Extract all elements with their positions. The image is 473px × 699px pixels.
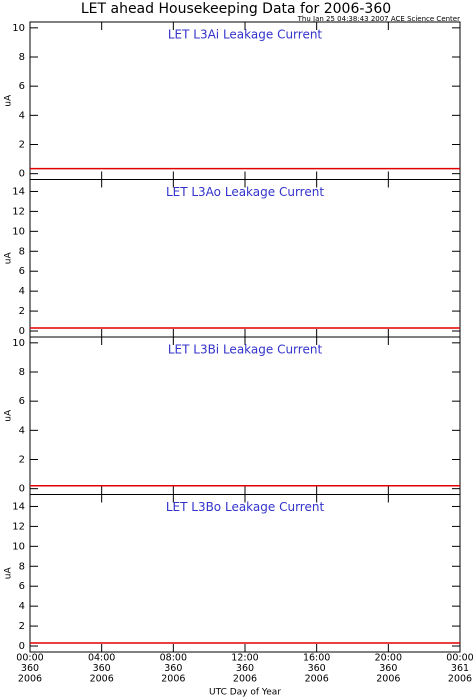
plot-frame — [29, 494, 461, 653]
x-tick-label: 360 — [93, 663, 111, 674]
y-tick-label: 8 — [19, 52, 25, 63]
panel-title: LET L3Ao Leakage Current — [166, 185, 324, 199]
y-tick-label: 8 — [19, 561, 25, 572]
y-tick-label: 0 — [19, 169, 25, 180]
y-tick-label: 14 — [12, 501, 25, 512]
plot-frame — [29, 336, 461, 495]
x-tick-label: 360 — [379, 663, 397, 674]
y-tick-label: 10 — [12, 226, 25, 237]
x-tick-label: 20:00 — [375, 653, 402, 664]
timestamp: Thu Jan 25 04:38:43 2007 ACE Science Cen… — [297, 15, 460, 23]
y-tick-label: 6 — [19, 266, 25, 277]
y-tick-label: 8 — [19, 246, 25, 257]
x-tick-label: 360 — [164, 663, 182, 674]
y-tick-label: 12 — [12, 521, 25, 532]
x-tick-label: 2006 — [18, 674, 42, 685]
y-axis-label: uA — [4, 409, 14, 422]
x-tick-label: 360 — [21, 663, 39, 674]
y-tick-label: 12 — [12, 206, 25, 217]
y-tick-label: 10 — [12, 541, 25, 552]
x-tick-label: 00:00 — [446, 653, 473, 664]
x-tick-label: 2006 — [90, 674, 114, 685]
x-tick-label: 16:00 — [303, 653, 330, 664]
y-tick-label: 2 — [19, 621, 25, 632]
y-tick-label: 0 — [19, 326, 25, 337]
x-tick-label: 360 — [236, 663, 254, 674]
y-tick-label: 4 — [19, 110, 25, 121]
x-tick-label: 2006 — [448, 674, 472, 685]
y-tick-label: 6 — [19, 81, 25, 92]
y-tick-label: 4 — [19, 425, 25, 436]
y-axis-label: uA — [4, 251, 14, 264]
y-tick-label: 10 — [12, 338, 25, 349]
panel-title: LET L3Bi Leakage Current — [168, 343, 323, 357]
panel-title: LET L3Bo Leakage Current — [166, 500, 325, 514]
y-tick-label: 2 — [19, 306, 25, 317]
plot-frame — [29, 179, 461, 338]
y-tick-label: 14 — [12, 186, 25, 197]
x-tick-label: 2006 — [376, 674, 400, 685]
y-tick-label: 4 — [19, 601, 25, 612]
x-tick-label: 12:00 — [231, 653, 258, 664]
plot-frame — [29, 21, 461, 180]
y-axis-label: uA — [4, 566, 14, 579]
y-tick-label: 10 — [12, 23, 25, 34]
x-tick-label: 2006 — [233, 674, 257, 685]
panel-title: LET L3Ai Leakage Current — [168, 28, 323, 42]
y-tick-label: 8 — [19, 367, 25, 378]
page-title: LET ahead Housekeeping Data for 2006-360 — [81, 1, 391, 17]
x-tick-label: 361 — [451, 663, 469, 674]
x-tick-label: 360 — [308, 663, 326, 674]
x-tick-label: 2006 — [161, 674, 185, 685]
x-tick-label: 2006 — [305, 674, 329, 685]
y-tick-label: 4 — [19, 286, 25, 297]
y-tick-label: 2 — [19, 140, 25, 151]
y-tick-label: 6 — [19, 396, 25, 407]
x-axis-label: UTC Day of Year — [209, 688, 281, 698]
x-tick-label: 00:00 — [16, 653, 43, 664]
x-tick-label: 08:00 — [160, 653, 187, 664]
y-tick-label: 0 — [19, 484, 25, 495]
y-axis-label: uA — [4, 94, 14, 107]
y-tick-label: 0 — [19, 641, 25, 652]
x-tick-label: 04:00 — [88, 653, 115, 664]
y-tick-label: 2 — [19, 455, 25, 466]
y-tick-label: 6 — [19, 581, 25, 592]
